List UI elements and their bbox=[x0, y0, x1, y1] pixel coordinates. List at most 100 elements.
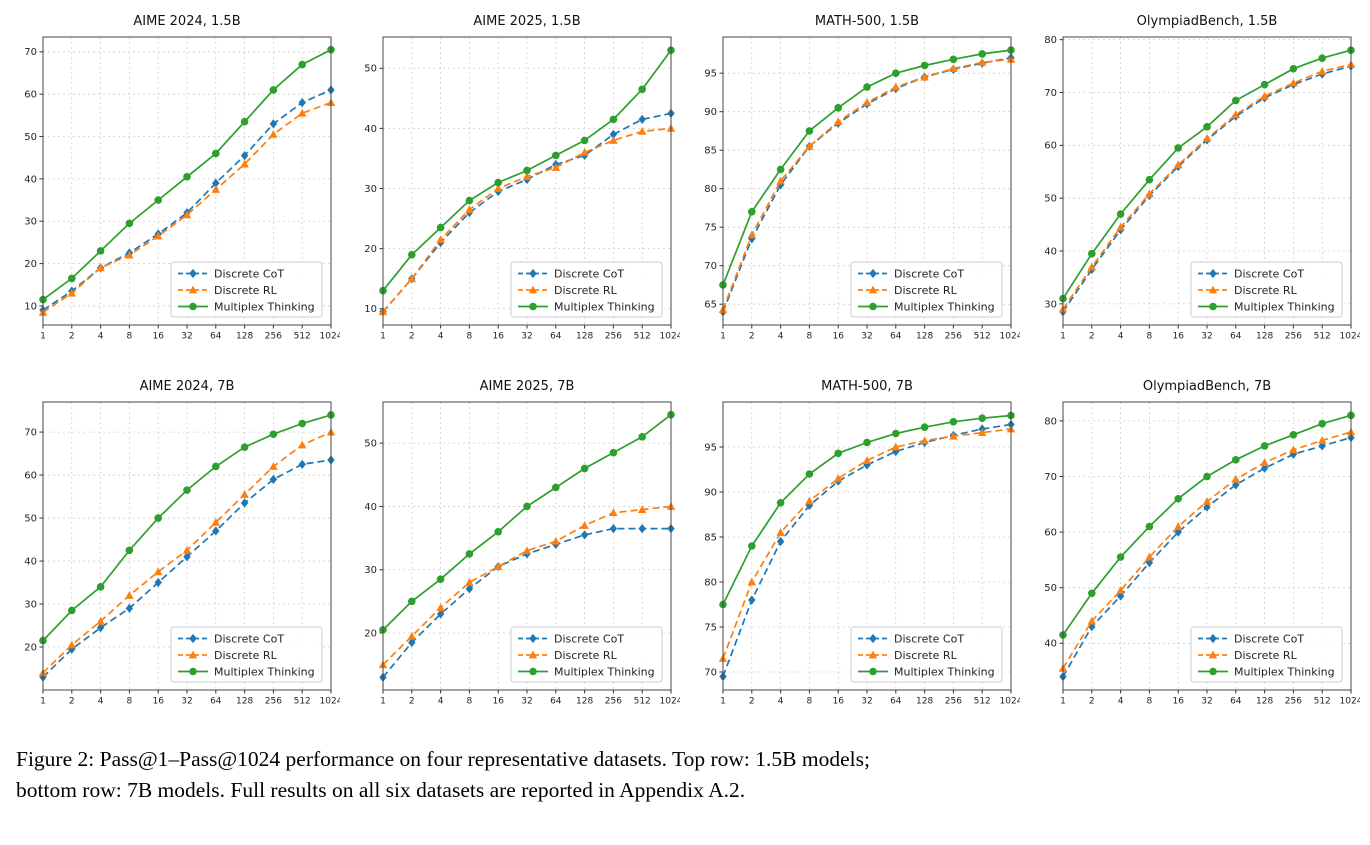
svg-text:16: 16 bbox=[492, 697, 504, 707]
svg-text:2: 2 bbox=[69, 697, 75, 707]
svg-text:Multiplex Thinking: Multiplex Thinking bbox=[214, 665, 315, 678]
svg-text:128: 128 bbox=[236, 697, 253, 707]
svg-text:70: 70 bbox=[1044, 88, 1057, 99]
svg-text:16: 16 bbox=[1172, 332, 1184, 342]
svg-text:128: 128 bbox=[576, 697, 593, 707]
svg-text:1: 1 bbox=[1060, 332, 1066, 342]
svg-text:40: 40 bbox=[364, 502, 377, 513]
svg-text:Discrete RL: Discrete RL bbox=[1234, 284, 1298, 297]
svg-text:40: 40 bbox=[1044, 246, 1057, 257]
svg-text:8: 8 bbox=[467, 697, 473, 707]
svg-text:Multiplex Thinking: Multiplex Thinking bbox=[554, 665, 655, 678]
figure-caption: Figure 2: Pass@1–Pass@1024 performance o… bbox=[16, 744, 1352, 805]
svg-text:70: 70 bbox=[704, 667, 717, 678]
svg-text:1: 1 bbox=[720, 332, 726, 342]
svg-text:1024: 1024 bbox=[320, 697, 340, 707]
svg-text:Discrete RL: Discrete RL bbox=[1234, 649, 1298, 662]
svg-text:512: 512 bbox=[1314, 332, 1331, 342]
chart-panel-aime-2024-7b: AIME 2024, 7B 1 2 4 8 16 32 64 128 256 512 1024 20 3… bbox=[6, 377, 340, 716]
line-chart-aime-2025-7b: 1 2 4 8 16 32 64 128 256 512 1024 20 30 40 50 Discrete … bbox=[346, 396, 680, 716]
svg-text:8: 8 bbox=[1147, 697, 1153, 707]
svg-text:4: 4 bbox=[438, 332, 444, 342]
chart-panel-math-500-7b: MATH-500, 7B 1 2 4 8 16 32 64 128 256 512 1024 70 75… bbox=[686, 377, 1020, 716]
svg-text:512: 512 bbox=[1314, 697, 1331, 707]
figure-caption-line2: bottom row: 7B models. Full results on a… bbox=[16, 777, 746, 802]
svg-text:1024: 1024 bbox=[1340, 697, 1360, 707]
svg-text:2: 2 bbox=[749, 697, 755, 707]
svg-text:32: 32 bbox=[181, 697, 192, 707]
svg-text:50: 50 bbox=[364, 64, 377, 75]
svg-text:512: 512 bbox=[294, 332, 311, 342]
figure-2: AIME 2024, 1.5B 1 2 4 8 16 32 64 128 256 512 1024 1… bbox=[6, 12, 1366, 805]
svg-text:512: 512 bbox=[974, 697, 991, 707]
svg-text:20: 20 bbox=[364, 628, 377, 639]
svg-text:1024: 1024 bbox=[1000, 332, 1020, 342]
chart-title: OlympiadBench, 7B bbox=[1142, 379, 1272, 394]
svg-text:30: 30 bbox=[24, 599, 37, 610]
svg-text:2: 2 bbox=[409, 697, 415, 707]
svg-text:Discrete CoT: Discrete CoT bbox=[214, 267, 284, 280]
svg-text:64: 64 bbox=[210, 697, 222, 707]
svg-text:Discrete RL: Discrete RL bbox=[554, 284, 618, 297]
svg-text:256: 256 bbox=[265, 697, 282, 707]
svg-text:32: 32 bbox=[181, 332, 192, 342]
svg-text:60: 60 bbox=[24, 90, 37, 101]
svg-text:2: 2 bbox=[409, 332, 415, 342]
svg-text:64: 64 bbox=[210, 332, 222, 342]
svg-text:40: 40 bbox=[1044, 639, 1057, 650]
svg-text:20: 20 bbox=[24, 259, 37, 270]
svg-text:16: 16 bbox=[1172, 697, 1184, 707]
svg-text:16: 16 bbox=[832, 332, 844, 342]
svg-text:Multiplex Thinking: Multiplex Thinking bbox=[894, 665, 995, 678]
svg-text:Multiplex Thinking: Multiplex Thinking bbox=[1234, 300, 1335, 313]
svg-text:4: 4 bbox=[778, 697, 784, 707]
svg-text:50: 50 bbox=[364, 439, 377, 450]
svg-text:Multiplex Thinking: Multiplex Thinking bbox=[214, 300, 315, 313]
svg-text:16: 16 bbox=[152, 697, 164, 707]
svg-text:64: 64 bbox=[890, 332, 902, 342]
svg-text:128: 128 bbox=[576, 332, 593, 342]
svg-text:64: 64 bbox=[550, 697, 562, 707]
svg-text:128: 128 bbox=[916, 697, 933, 707]
svg-text:2: 2 bbox=[69, 332, 75, 342]
svg-text:8: 8 bbox=[807, 697, 813, 707]
svg-text:1024: 1024 bbox=[1000, 697, 1020, 707]
svg-text:65: 65 bbox=[704, 300, 717, 311]
svg-text:Multiplex Thinking: Multiplex Thinking bbox=[1234, 665, 1335, 678]
chart-grid: AIME 2024, 1.5B 1 2 4 8 16 32 64 128 256 512 1024 1… bbox=[6, 12, 1366, 716]
svg-text:90: 90 bbox=[704, 107, 717, 118]
chart-title: OlympiadBench, 1.5B bbox=[1136, 14, 1278, 29]
svg-text:30: 30 bbox=[364, 565, 377, 576]
line-chart-math-500-7b: 1 2 4 8 16 32 64 128 256 512 1024 70 75 80 85 90 95 Discr… bbox=[686, 396, 1020, 716]
svg-text:1: 1 bbox=[1060, 697, 1066, 707]
svg-text:16: 16 bbox=[152, 332, 164, 342]
svg-text:90: 90 bbox=[704, 487, 717, 498]
svg-text:256: 256 bbox=[265, 332, 282, 342]
svg-text:1: 1 bbox=[720, 697, 726, 707]
svg-text:256: 256 bbox=[945, 332, 962, 342]
svg-text:2: 2 bbox=[1089, 332, 1095, 342]
svg-text:Discrete CoT: Discrete CoT bbox=[1234, 267, 1304, 280]
svg-text:60: 60 bbox=[24, 470, 37, 481]
svg-text:8: 8 bbox=[807, 332, 813, 342]
svg-text:Discrete RL: Discrete RL bbox=[894, 284, 958, 297]
svg-text:Discrete RL: Discrete RL bbox=[894, 649, 958, 662]
svg-text:1024: 1024 bbox=[660, 332, 680, 342]
svg-text:2: 2 bbox=[1089, 697, 1095, 707]
line-chart-olympiadbench-1-5b: 1 2 4 8 16 32 64 128 256 512 1024 30 40 50 60 70 80 Discr… bbox=[1026, 31, 1360, 351]
svg-text:16: 16 bbox=[832, 697, 844, 707]
svg-text:256: 256 bbox=[1285, 697, 1302, 707]
svg-text:Discrete RL: Discrete RL bbox=[214, 649, 278, 662]
svg-text:Discrete CoT: Discrete CoT bbox=[894, 632, 964, 645]
svg-text:Discrete CoT: Discrete CoT bbox=[894, 267, 964, 280]
svg-text:Discrete CoT: Discrete CoT bbox=[1234, 632, 1304, 645]
svg-text:70: 70 bbox=[24, 47, 37, 58]
svg-text:128: 128 bbox=[1256, 697, 1273, 707]
svg-text:32: 32 bbox=[1201, 697, 1212, 707]
figure-caption-line1: Figure 2: Pass@1–Pass@1024 performance o… bbox=[16, 747, 870, 771]
svg-text:1024: 1024 bbox=[320, 332, 340, 342]
svg-text:70: 70 bbox=[24, 427, 37, 438]
chart-title: AIME 2024, 7B bbox=[139, 379, 235, 394]
chart-panel-aime-2025-7b: AIME 2025, 7B 1 2 4 8 16 32 64 128 256 512 1024 20 3… bbox=[346, 377, 680, 716]
svg-text:85: 85 bbox=[704, 146, 717, 157]
